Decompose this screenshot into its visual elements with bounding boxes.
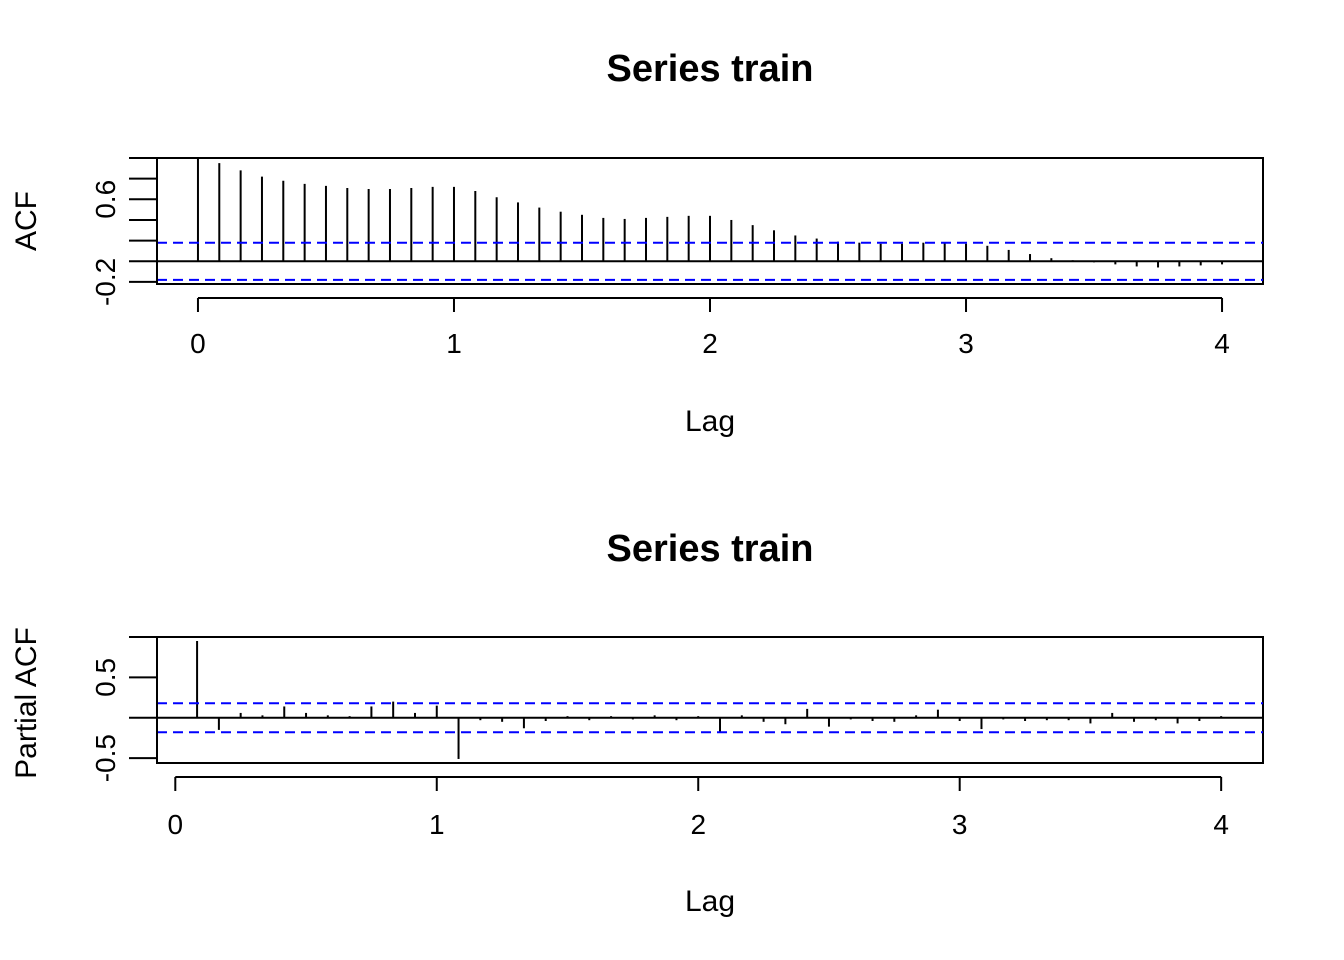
pacf-bars [196, 641, 1223, 759]
pacf-y-tick-label: -0.5 [90, 734, 121, 782]
acf-x-tick-label: 1 [446, 328, 462, 359]
pacf-x-tick-label: 1 [429, 809, 445, 840]
acf-y-tick-label: -0.2 [90, 258, 121, 306]
pacf-panel: Series train 0 1 2 3 4 -0.5 0.5 Lag Partial A… [10, 528, 1264, 918]
pacf-x-tick-label: 0 [168, 809, 184, 840]
pacf-y-label: Partial ACF [10, 627, 43, 779]
acf-x-tick-label: 4 [1214, 328, 1230, 359]
acf-x-tick-label: 2 [702, 328, 718, 359]
pacf-confidence-lines [157, 702, 1263, 734]
acf-x-label: Lag [685, 405, 735, 438]
acf-y-tick-label: 0.6 [90, 180, 121, 219]
acf-x-tick-label: 0 [190, 328, 206, 359]
pacf-x-tick-label: 3 [952, 809, 968, 840]
acf-x-axis: 0 1 2 3 4 [190, 297, 1230, 359]
pacf-y-axis: -0.5 0.5 [90, 636, 158, 782]
pacf-x-axis: 0 1 2 3 4 [168, 776, 1229, 840]
pacf-x-tick-label: 2 [690, 809, 706, 840]
pacf-x-tick-label: 4 [1213, 809, 1229, 840]
acf-bars [196, 158, 1224, 268]
acf-panel: Series train 0 1 2 3 4 -0.2 0.6 Lag ACF [10, 48, 1264, 438]
pacf-plot-box [156, 636, 1264, 764]
acf-x-tick-label: 3 [958, 328, 974, 359]
acf-y-label: ACF [10, 191, 43, 251]
acf-confidence-lines [157, 241, 1263, 281]
pacf-title: Series train [607, 528, 814, 570]
acf-y-axis: -0.2 0.6 [90, 157, 158, 306]
pacf-y-tick-label: 0.5 [90, 658, 121, 697]
acf-title: Series train [607, 48, 814, 90]
pacf-x-label: Lag [685, 885, 735, 918]
